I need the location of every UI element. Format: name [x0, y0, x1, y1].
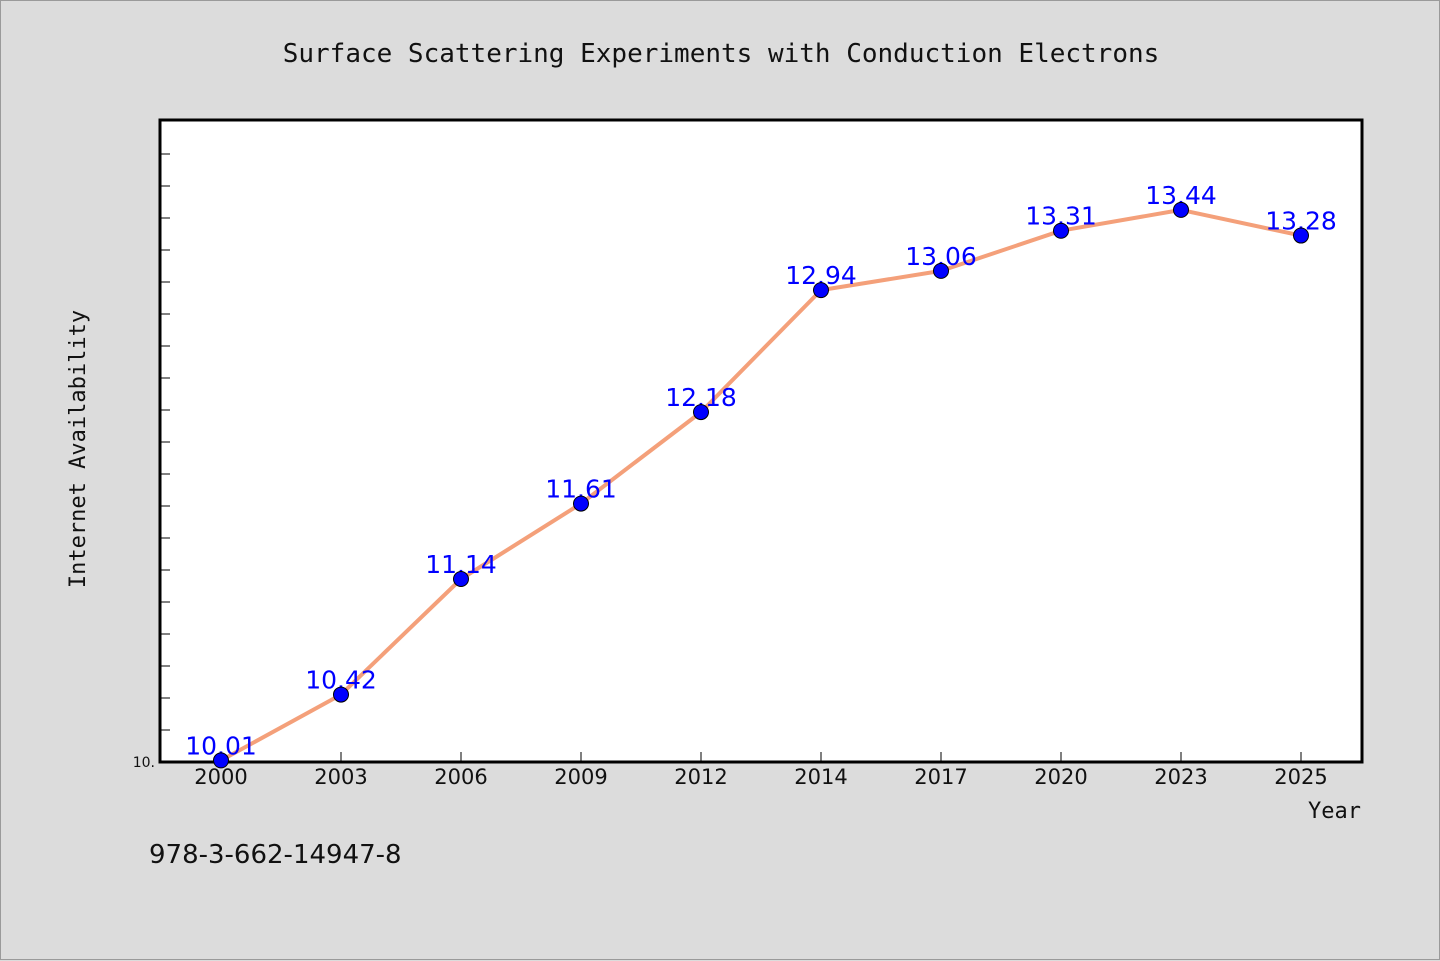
x-axis-ticks — [220, 752, 1302, 762]
plot-area — [158, 118, 1364, 764]
series-line — [220, 207, 1302, 763]
data-point — [1053, 222, 1069, 239]
data-point — [213, 752, 229, 769]
data-point — [1173, 201, 1189, 218]
x-tick-label: 2012 — [674, 765, 727, 789]
data-point — [573, 495, 589, 512]
isbn-text: 978-3-662-14947-8 — [149, 840, 402, 870]
x-tick-label: 2006 — [434, 765, 487, 789]
x-tick-label: 2000 — [194, 765, 247, 789]
data-point — [693, 404, 709, 421]
x-tick-label: 2020 — [1034, 765, 1087, 789]
data-point — [453, 571, 469, 588]
x-tick-label: 2014 — [794, 765, 847, 789]
x-tick-label: 2025 — [1274, 765, 1327, 789]
chart-title: Surface Scattering Experiments with Cond… — [283, 39, 1160, 69]
y-axis-ticks — [160, 153, 170, 731]
data-point — [813, 282, 829, 299]
data-point — [1293, 227, 1309, 244]
series-layer: 10.0110.4211.1411.6112.1812.9413.0613.31… — [185, 181, 1337, 769]
x-tick-label: 2017 — [914, 765, 967, 789]
y-tick-label: 10. — [133, 755, 155, 771]
y-axis-title: Internet Availability — [66, 310, 91, 588]
x-tick-labels: 2000 2003 2006 2009 2012 2014 2017 2020 2023 2025 — [194, 765, 1327, 789]
data-point — [333, 686, 349, 703]
data-point — [933, 262, 949, 279]
x-tick-label: 2003 — [314, 765, 367, 789]
x-axis-title: Year — [1308, 799, 1361, 824]
x-tick-label: 2009 — [554, 765, 607, 789]
x-tick-label: 2023 — [1154, 765, 1207, 789]
